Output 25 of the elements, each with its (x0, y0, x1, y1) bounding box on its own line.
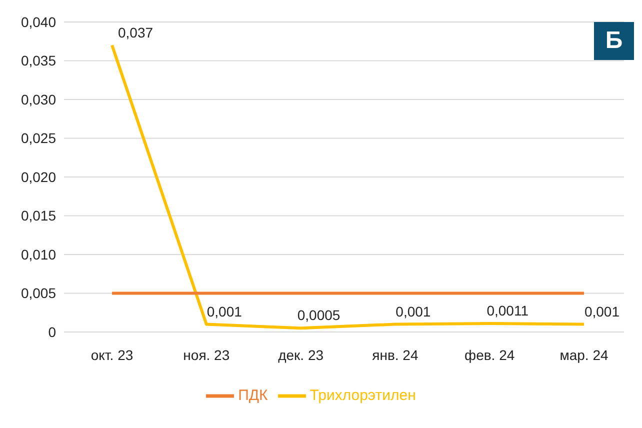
panel-label: Б (594, 22, 634, 60)
y-tick-label: 0,005 (20, 285, 56, 302)
legend-label: ПДК (238, 386, 268, 404)
data-label: 0,001 (584, 303, 620, 320)
legend-label: Трихлорэтилен (310, 386, 416, 404)
y-tick-label: 0,020 (20, 168, 56, 185)
data-label: 0,0005 (297, 307, 340, 324)
data-label: 0,037 (118, 24, 154, 40)
data-label: 0,001 (206, 303, 242, 320)
x-tick-label: фев. 24 (464, 346, 515, 363)
line-series (110, 44, 586, 330)
y-tick-label: 0,010 (20, 246, 56, 262)
y-tick-label: 0,035 (20, 52, 56, 69)
x-tick-label: мар. 24 (560, 346, 608, 363)
data-label: 0,001 (396, 303, 431, 320)
y-tick-label: 0 (48, 324, 56, 340)
x-tick-label: ноя. 23 (183, 346, 230, 363)
y-tick-label: 0,015 (20, 208, 56, 224)
x-tick-label: окт. 23 (90, 346, 134, 363)
x-tick-label: дек. 23 (278, 346, 324, 363)
y-tick-label: 0,030 (20, 91, 56, 108)
y-tick-label: 0,040 (20, 14, 56, 30)
y-tick-label: 0,025 (20, 130, 56, 146)
data-label: 0,0011 (486, 302, 529, 318)
x-tick-label: янв. 24 (372, 346, 418, 363)
